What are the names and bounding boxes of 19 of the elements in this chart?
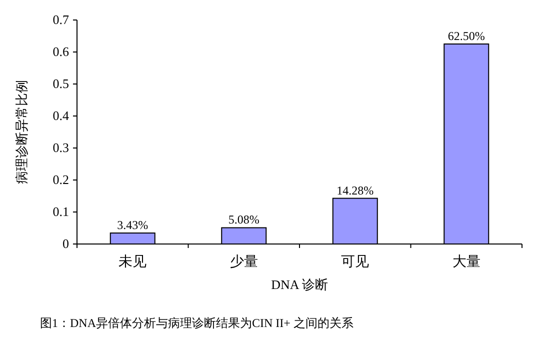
caption: 图1：DNA异倍体分析与病理诊断结果为CIN II+ 之间的关系 — [40, 316, 354, 330]
data-label: 3.43% — [117, 218, 148, 232]
y-tick-label: 0.4 — [52, 108, 70, 123]
y-tick-label: 0.5 — [52, 76, 69, 91]
data-label: 14.28% — [336, 183, 374, 198]
y-tick-label: 0.3 — [52, 140, 69, 155]
y-tick-label: 0.1 — [52, 204, 69, 219]
y-tick-label: 0 — [62, 236, 69, 251]
x-tick-label: 可见 — [341, 255, 370, 270]
y-axis-title: 病理诊断异常比例 — [14, 80, 29, 184]
x-tick-label: 大量 — [452, 254, 480, 270]
x-tick-label: 少量 — [230, 254, 258, 270]
y-tick-label: 0.7 — [52, 12, 70, 27]
x-tick-label: 未见 — [118, 254, 147, 270]
y-tick-label: 0.6 — [52, 44, 70, 59]
x-axis-title: DNA 诊断 — [271, 277, 328, 292]
data-label: 5.08% — [228, 212, 260, 227]
data-label: 62.50% — [448, 29, 485, 43]
y-tick-label: 0.2 — [52, 172, 69, 187]
